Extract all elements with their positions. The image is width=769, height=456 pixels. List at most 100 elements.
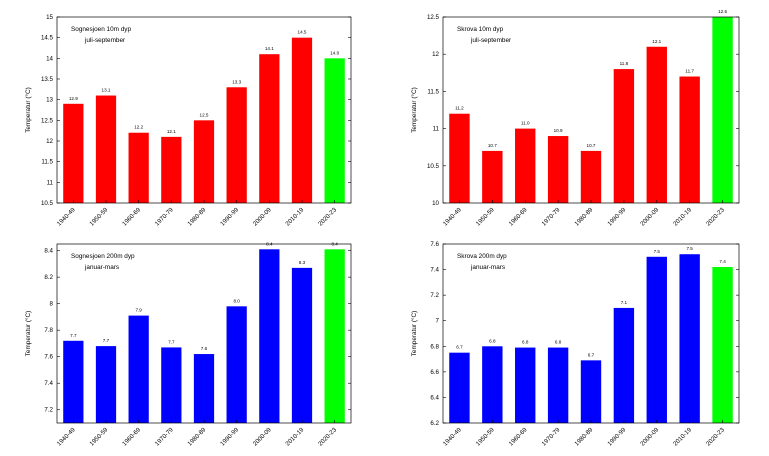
bar-top-right-1960-69 — [515, 128, 536, 203]
bar-top-right-2020-23 — [712, 17, 733, 203]
chart-title: Skrova 10m dyp — [457, 26, 504, 33]
bar-top-right-1940-49 — [449, 113, 470, 203]
bar-top-left-1990-99 — [226, 87, 247, 203]
x-tick-label-2000-09: 2000-09 — [639, 426, 660, 447]
data-label-top-right-2000-09: 12.1 — [652, 39, 661, 44]
data-label-bottom-left-1950-59: 7.7 — [103, 338, 110, 343]
bar-top-right-1970-79 — [547, 136, 569, 203]
x-tick-label-1990-99: 1990-99 — [219, 426, 240, 447]
x-tick-label-2000-09: 2000-09 — [639, 206, 660, 227]
y-tick-label: 11 — [433, 126, 440, 133]
bar-bottom-right-1960-69 — [515, 347, 536, 423]
y-tick-label: 12 — [46, 138, 53, 145]
data-label-bottom-left-1970-79: 7.7 — [168, 339, 175, 344]
x-tick-label-1950-59: 1950-59 — [475, 426, 496, 447]
y-tick-label: 12.5 — [427, 14, 440, 21]
x-tick-label-1980-89: 1980-89 — [186, 206, 207, 227]
data-label-top-left-1960-69: 12.2 — [134, 125, 143, 130]
y-tick-label: 10.5 — [427, 163, 440, 170]
data-label-top-right-1970-79: 10.9 — [554, 128, 563, 133]
data-label-bottom-right-1990-99: 7.1 — [621, 300, 628, 305]
x-tick-label-1960-69: 1960-69 — [121, 426, 142, 447]
y-axis-label: Temperatur (°C) — [24, 87, 32, 133]
x-tick-label-1960-69: 1960-69 — [121, 206, 142, 227]
chart-subtitle: januar-mars — [470, 264, 505, 271]
y-tick-label: 11.5 — [41, 159, 53, 166]
data-label-top-left-1970-79: 12.1 — [167, 129, 176, 134]
bar-top-left-1980-89 — [193, 120, 215, 203]
data-label-top-right-1960-69: 11.0 — [521, 121, 530, 126]
y-axis-label: Temperatur (°C) — [410, 311, 418, 357]
bar-bottom-left-1990-99 — [226, 306, 247, 423]
x-tick-label-2010-19: 2010-19 — [672, 426, 693, 447]
x-tick-label-1990-99: 1990-99 — [219, 206, 240, 227]
data-label-bottom-left-1990-99: 8.0 — [233, 298, 240, 303]
data-label-top-right-1950-59: 10.7 — [488, 143, 497, 148]
y-axis-label: Temperatur (°C) — [410, 87, 418, 133]
plot-frame — [442, 243, 740, 424]
data-label-top-left-1980-89: 12.5 — [200, 112, 209, 117]
plot-frame — [56, 243, 352, 424]
x-tick-label-1940-49: 1940-49 — [56, 426, 77, 447]
bar-top-right-2000-09 — [646, 46, 667, 204]
x-tick-label-1950-59: 1950-59 — [88, 426, 109, 447]
y-tick-label: 6.4 — [430, 394, 439, 401]
x-tick-label-1980-89: 1980-89 — [186, 426, 207, 447]
chart-bottom-left: 7.7 1940-49 7.7 1950-59 7.9 1960-69 7.7 1970-79… — [24, 241, 352, 447]
bar-top-left-2000-09 — [259, 54, 280, 204]
y-tick-label: 12 — [432, 51, 439, 58]
y-tick-label: 15 — [46, 14, 53, 21]
x-tick-label-1940-49: 1940-49 — [442, 206, 463, 227]
y-tick-label: 14.5 — [41, 35, 54, 42]
x-tick-label-2020-23: 2020-23 — [317, 206, 338, 227]
x-tick-label-1970-79: 1970-79 — [541, 206, 562, 227]
y-tick-label: 6.6 — [430, 369, 439, 376]
data-label-top-right-2020-23: 12.5 — [718, 9, 727, 14]
x-tick-label-1980-89: 1980-89 — [573, 206, 594, 227]
bar-bottom-right-1980-89 — [580, 360, 602, 423]
chart-title: Skrova 200m dyp — [457, 253, 507, 260]
x-tick-label-2020-23: 2020-23 — [705, 206, 726, 227]
y-tick-label: 14 — [46, 55, 53, 62]
data-label-top-left-1950-59: 13.1 — [102, 88, 111, 93]
x-tick-label-1940-49: 1940-49 — [56, 206, 77, 227]
y-tick-label: 13.5 — [41, 76, 54, 83]
x-tick-label-2010-19: 2010-19 — [284, 206, 305, 227]
y-tick-label: 10 — [432, 200, 439, 207]
x-tick-label-1960-69: 1960-69 — [508, 426, 529, 447]
y-tick-label: 7 — [436, 318, 440, 325]
bar-bottom-left-1970-79 — [161, 347, 182, 423]
bar-top-right-1980-89 — [580, 150, 602, 203]
chart-top-right: 11.2 1940-49 10.7 1950-59 11.0 1960-69 10.9 197… — [410, 9, 740, 227]
x-tick-label-2000-09: 2000-09 — [252, 206, 273, 227]
y-tick-label: 6.2 — [430, 420, 439, 427]
data-label-bottom-right-1960-69: 6.8 — [522, 340, 529, 345]
bar-bottom-right-2000-09 — [646, 256, 667, 423]
x-tick-label-1970-79: 1970-79 — [541, 426, 562, 447]
bar-top-right-1950-59 — [482, 150, 503, 203]
bar-bottom-left-2010-19 — [291, 267, 313, 423]
x-tick-label-1990-99: 1990-99 — [606, 426, 627, 447]
x-tick-label-1950-59: 1950-59 — [88, 206, 109, 227]
bar-bottom-right-2020-23 — [712, 267, 733, 423]
x-tick-label-1980-89: 1980-89 — [573, 426, 594, 447]
x-tick-label-2020-23: 2020-23 — [705, 426, 726, 447]
bar-bottom-right-1990-99 — [613, 307, 635, 423]
data-label-bottom-right-2020-23: 7.4 — [719, 259, 726, 264]
bar-bottom-right-1940-49 — [449, 352, 470, 423]
y-tick-label: 10.5 — [41, 200, 54, 207]
data-label-top-left-1990-99: 13.3 — [232, 79, 241, 84]
chart-bottom-right: 6.7 1940-49 6.8 1950-59 6.8 1960-69 6.8 1970-79… — [410, 241, 740, 447]
y-tick-label: 8.2 — [44, 274, 53, 281]
x-tick-label-2000-09: 2000-09 — [252, 426, 273, 447]
x-tick-label-1940-49: 1940-49 — [442, 426, 463, 447]
bar-top-left-2010-19 — [291, 37, 313, 203]
y-tick-label: 6.8 — [430, 343, 439, 350]
data-label-bottom-right-1950-59: 6.8 — [489, 338, 496, 343]
bar-bottom-left-2020-23 — [324, 249, 345, 423]
bar-bottom-left-2000-09 — [259, 249, 280, 423]
data-label-top-right-1980-89: 10.7 — [587, 143, 596, 148]
bar-top-left-1960-69 — [128, 132, 149, 203]
y-tick-label: 8 — [50, 301, 54, 308]
